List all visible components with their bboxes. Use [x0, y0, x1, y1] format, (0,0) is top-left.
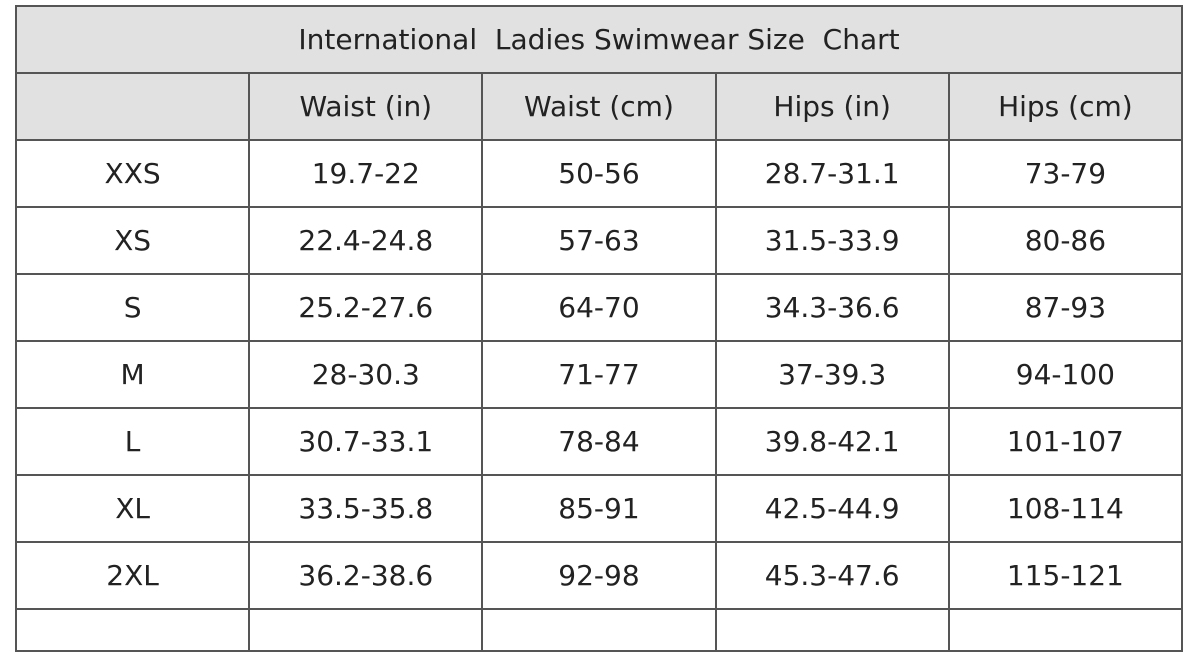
size-cell: 2XL [14, 541, 251, 610]
measure-cell: 101-107 [947, 407, 1184, 476]
page: International Ladies Swimwear Size Chart… [14, 5, 1184, 652]
size-cell: XL [14, 474, 251, 543]
header-cell: Waist (in) [248, 72, 484, 141]
measure-cell: 39.8-42.1 [714, 407, 950, 476]
header-cell [14, 72, 251, 141]
measure-cell: 37-39.3 [714, 340, 950, 409]
table-row: XS 22.4-24.8 57-63 31.5-33.9 80-86 [14, 206, 1184, 275]
measure-cell: 108-114 [947, 474, 1184, 543]
table-row: L 30.7-33.1 78-84 39.8-42.1 101-107 [14, 407, 1184, 476]
measure-cell: 22.4-24.8 [248, 206, 484, 275]
table-body: International Ladies Swimwear Size Chart… [14, 5, 1184, 652]
empty-cell [14, 608, 251, 652]
measure-cell: 92-98 [481, 541, 717, 610]
measure-cell: 34.3-36.6 [714, 273, 950, 342]
measure-cell: 115-121 [947, 541, 1184, 610]
empty-cell [248, 608, 484, 652]
measure-cell: 71-77 [481, 340, 717, 409]
measure-cell: 42.5-44.9 [714, 474, 950, 543]
size-cell: L [14, 407, 251, 476]
table-row: XXS 19.7-22 50-56 28.7-31.1 73-79 [14, 139, 1184, 208]
measure-cell: 28-30.3 [248, 340, 484, 409]
table-row: XL 33.5-35.8 85-91 42.5-44.9 108-114 [14, 474, 1184, 543]
size-cell: S [14, 273, 251, 342]
measure-cell: 57-63 [481, 206, 717, 275]
title-row: International Ladies Swimwear Size Chart [15, 5, 1183, 74]
header-cell: Waist (cm) [481, 72, 717, 141]
measure-cell: 85-91 [481, 474, 717, 543]
measure-cell: 80-86 [947, 206, 1184, 275]
measure-cell: 31.5-33.9 [714, 206, 950, 275]
measure-cell: 28.7-31.1 [714, 139, 950, 208]
header-cell: Hips (in) [714, 72, 950, 141]
measure-cell: 64-70 [481, 273, 717, 342]
header-row: Waist (in) Waist (cm) Hips (in) Hips (cm) [14, 72, 1184, 141]
size-cell: XXS [14, 139, 251, 208]
table-row [14, 608, 1184, 652]
empty-cell [947, 608, 1184, 652]
table-title: International Ladies Swimwear Size Chart [15, 5, 1183, 74]
size-chart-table: International Ladies Swimwear Size Chart… [14, 5, 1184, 652]
measure-cell: 87-93 [947, 273, 1184, 342]
measure-cell: 25.2-27.6 [248, 273, 484, 342]
measure-cell: 45.3-47.6 [714, 541, 950, 610]
measure-cell: 94-100 [947, 340, 1184, 409]
table-row: M 28-30.3 71-77 37-39.3 94-100 [14, 340, 1184, 409]
measure-cell: 36.2-38.6 [248, 541, 484, 610]
empty-cell [714, 608, 950, 652]
measure-cell: 50-56 [481, 139, 717, 208]
size-cell: M [14, 340, 251, 409]
measure-cell: 30.7-33.1 [248, 407, 484, 476]
header-cell: Hips (cm) [947, 72, 1184, 141]
measure-cell: 33.5-35.8 [248, 474, 484, 543]
table-row: 2XL 36.2-38.6 92-98 45.3-47.6 115-121 [14, 541, 1184, 610]
measure-cell: 73-79 [947, 139, 1184, 208]
measure-cell: 78-84 [481, 407, 717, 476]
table-row: S 25.2-27.6 64-70 34.3-36.6 87-93 [14, 273, 1184, 342]
size-cell: XS [14, 206, 251, 275]
empty-cell [481, 608, 717, 652]
measure-cell: 19.7-22 [248, 139, 484, 208]
